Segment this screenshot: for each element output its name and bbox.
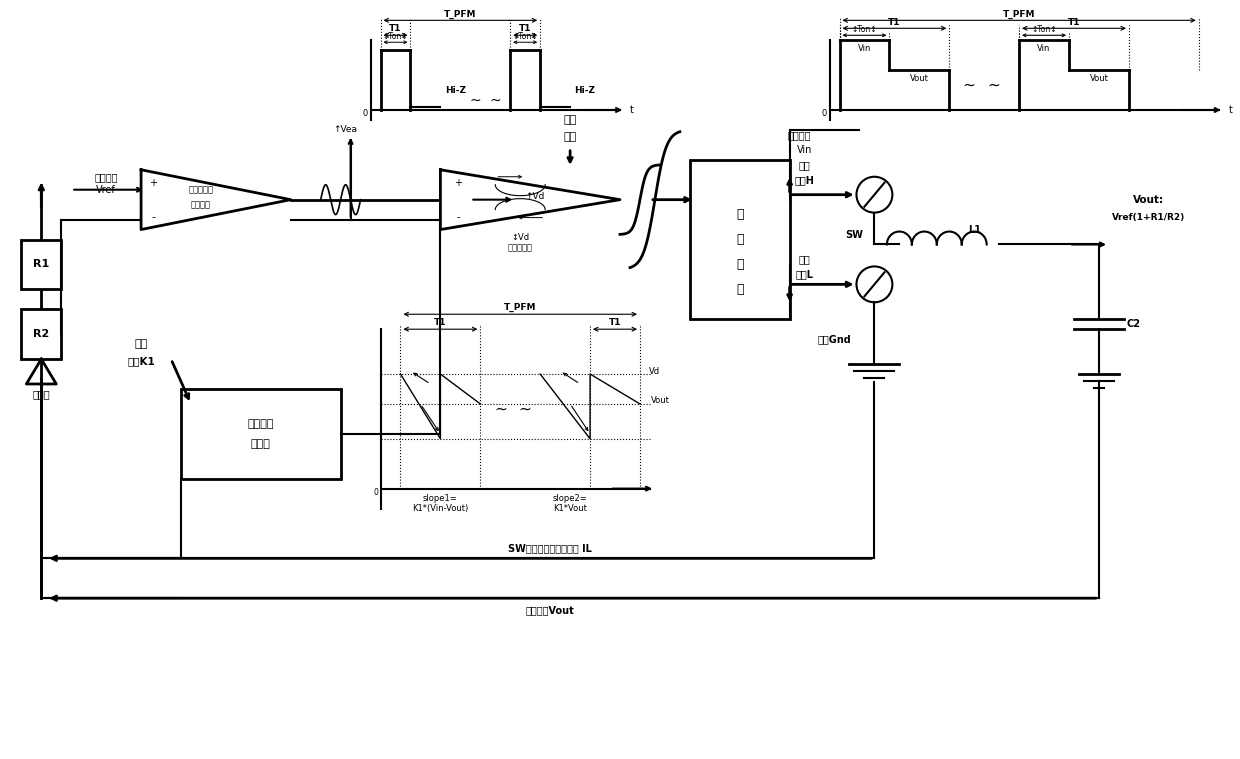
Text: SW: SW [846, 229, 863, 240]
Polygon shape [141, 170, 290, 229]
Text: Vin: Vin [797, 145, 812, 155]
Bar [21, 240, 61, 289]
Text: 开关H: 开关H [795, 175, 815, 184]
Text: ↕Ton↕: ↕Ton↕ [512, 32, 538, 41]
Polygon shape [440, 170, 620, 229]
Text: K1*(Vin-Vout): K1*(Vin-Vout) [412, 504, 469, 513]
Text: 动: 动 [737, 233, 744, 246]
Text: T1: T1 [609, 318, 621, 326]
Text: +: + [149, 178, 157, 187]
Text: 输出电压Vout: 输出电压Vout [526, 605, 574, 615]
Text: Vout: Vout [1090, 74, 1109, 83]
Text: Vref: Vref [97, 184, 117, 195]
Text: Vout:: Vout: [1133, 194, 1164, 205]
Text: 迟滞比较器: 迟滞比较器 [507, 243, 533, 252]
Text: slope1=: slope1= [423, 494, 458, 503]
Text: Hi-Z: Hi-Z [574, 86, 595, 95]
Text: L1: L1 [967, 225, 981, 235]
Text: Vout: Vout [910, 74, 929, 83]
Text: 误差放大器: 误差放大器 [188, 185, 213, 194]
Text: t: t [1229, 105, 1233, 115]
Text: K1*Vout: K1*Vout [553, 504, 587, 513]
Text: ~: ~ [470, 94, 481, 108]
Text: Vin: Vin [1038, 44, 1050, 52]
Bar [181, 389, 341, 479]
Text: 输入电压: 输入电压 [787, 130, 811, 140]
Text: 常数K1: 常数K1 [128, 356, 155, 366]
Text: T1: T1 [389, 24, 402, 33]
Text: -: - [456, 212, 460, 222]
Text: R1: R1 [33, 260, 50, 269]
Text: 0: 0 [822, 109, 827, 118]
Text: ↑Vd: ↑Vd [526, 192, 544, 201]
Text: T1: T1 [1068, 17, 1080, 27]
Text: 开关L: 开关L [796, 269, 813, 279]
Text: Vref(1+R1/R2): Vref(1+R1/R2) [1112, 213, 1185, 222]
Text: ↑Vea: ↑Vea [334, 125, 357, 134]
Text: SW点电压或者电感电流 IL: SW点电压或者电感电流 IL [508, 543, 591, 553]
Text: ~: ~ [490, 94, 501, 108]
Text: 电: 电 [737, 258, 744, 271]
Text: ↕Ton↕: ↕Ton↕ [1032, 25, 1056, 34]
Text: Vd: Vd [650, 367, 661, 376]
Text: （补偿）: （补偿） [191, 200, 211, 209]
Text: ↕Vd: ↕Vd [511, 233, 529, 242]
Bar [21, 309, 61, 359]
Text: Vin: Vin [858, 44, 872, 52]
Text: 0: 0 [373, 488, 378, 497]
Text: T1: T1 [520, 24, 532, 33]
Text: ↕Ton↕: ↕Ton↕ [852, 25, 877, 34]
Text: T1: T1 [434, 318, 446, 326]
Text: slope2=: slope2= [553, 494, 588, 503]
Text: ~: ~ [988, 77, 1001, 93]
Text: T_PFM: T_PFM [503, 303, 537, 312]
Text: 地线Gnd: 地线Gnd [817, 334, 852, 344]
Text: 电压: 电压 [563, 132, 577, 142]
Text: ~: ~ [518, 402, 532, 417]
Text: 迟滞: 迟滞 [563, 115, 577, 125]
Text: ↕Ton↕: ↕Ton↕ [383, 32, 408, 41]
Text: R2: R2 [33, 329, 50, 339]
Text: T_PFM: T_PFM [1003, 10, 1035, 19]
Text: 发生器: 发生器 [250, 439, 270, 449]
Text: -: - [151, 212, 155, 222]
Text: 驱: 驱 [737, 208, 744, 221]
Text: C2: C2 [1127, 320, 1141, 329]
Text: 基准电压: 基准电压 [94, 172, 118, 181]
Text: 路: 路 [737, 283, 744, 296]
Text: +: + [454, 178, 463, 187]
Text: Vout: Vout [651, 396, 670, 405]
Text: 功率: 功率 [799, 254, 811, 264]
Text: ~: ~ [962, 77, 976, 93]
Text: T_PFM: T_PFM [444, 10, 476, 19]
Text: 0: 0 [363, 109, 368, 118]
Text: 功率: 功率 [799, 160, 811, 170]
Text: 斜坡电压: 斜坡电压 [248, 419, 274, 429]
Text: T1: T1 [888, 17, 900, 27]
Text: 斜率: 斜率 [134, 339, 148, 349]
Text: 分压器: 分压器 [32, 389, 50, 399]
Bar [689, 160, 790, 320]
Text: t: t [630, 105, 634, 115]
Text: ~: ~ [494, 402, 507, 417]
Text: Hi-Z: Hi-Z [445, 86, 466, 95]
